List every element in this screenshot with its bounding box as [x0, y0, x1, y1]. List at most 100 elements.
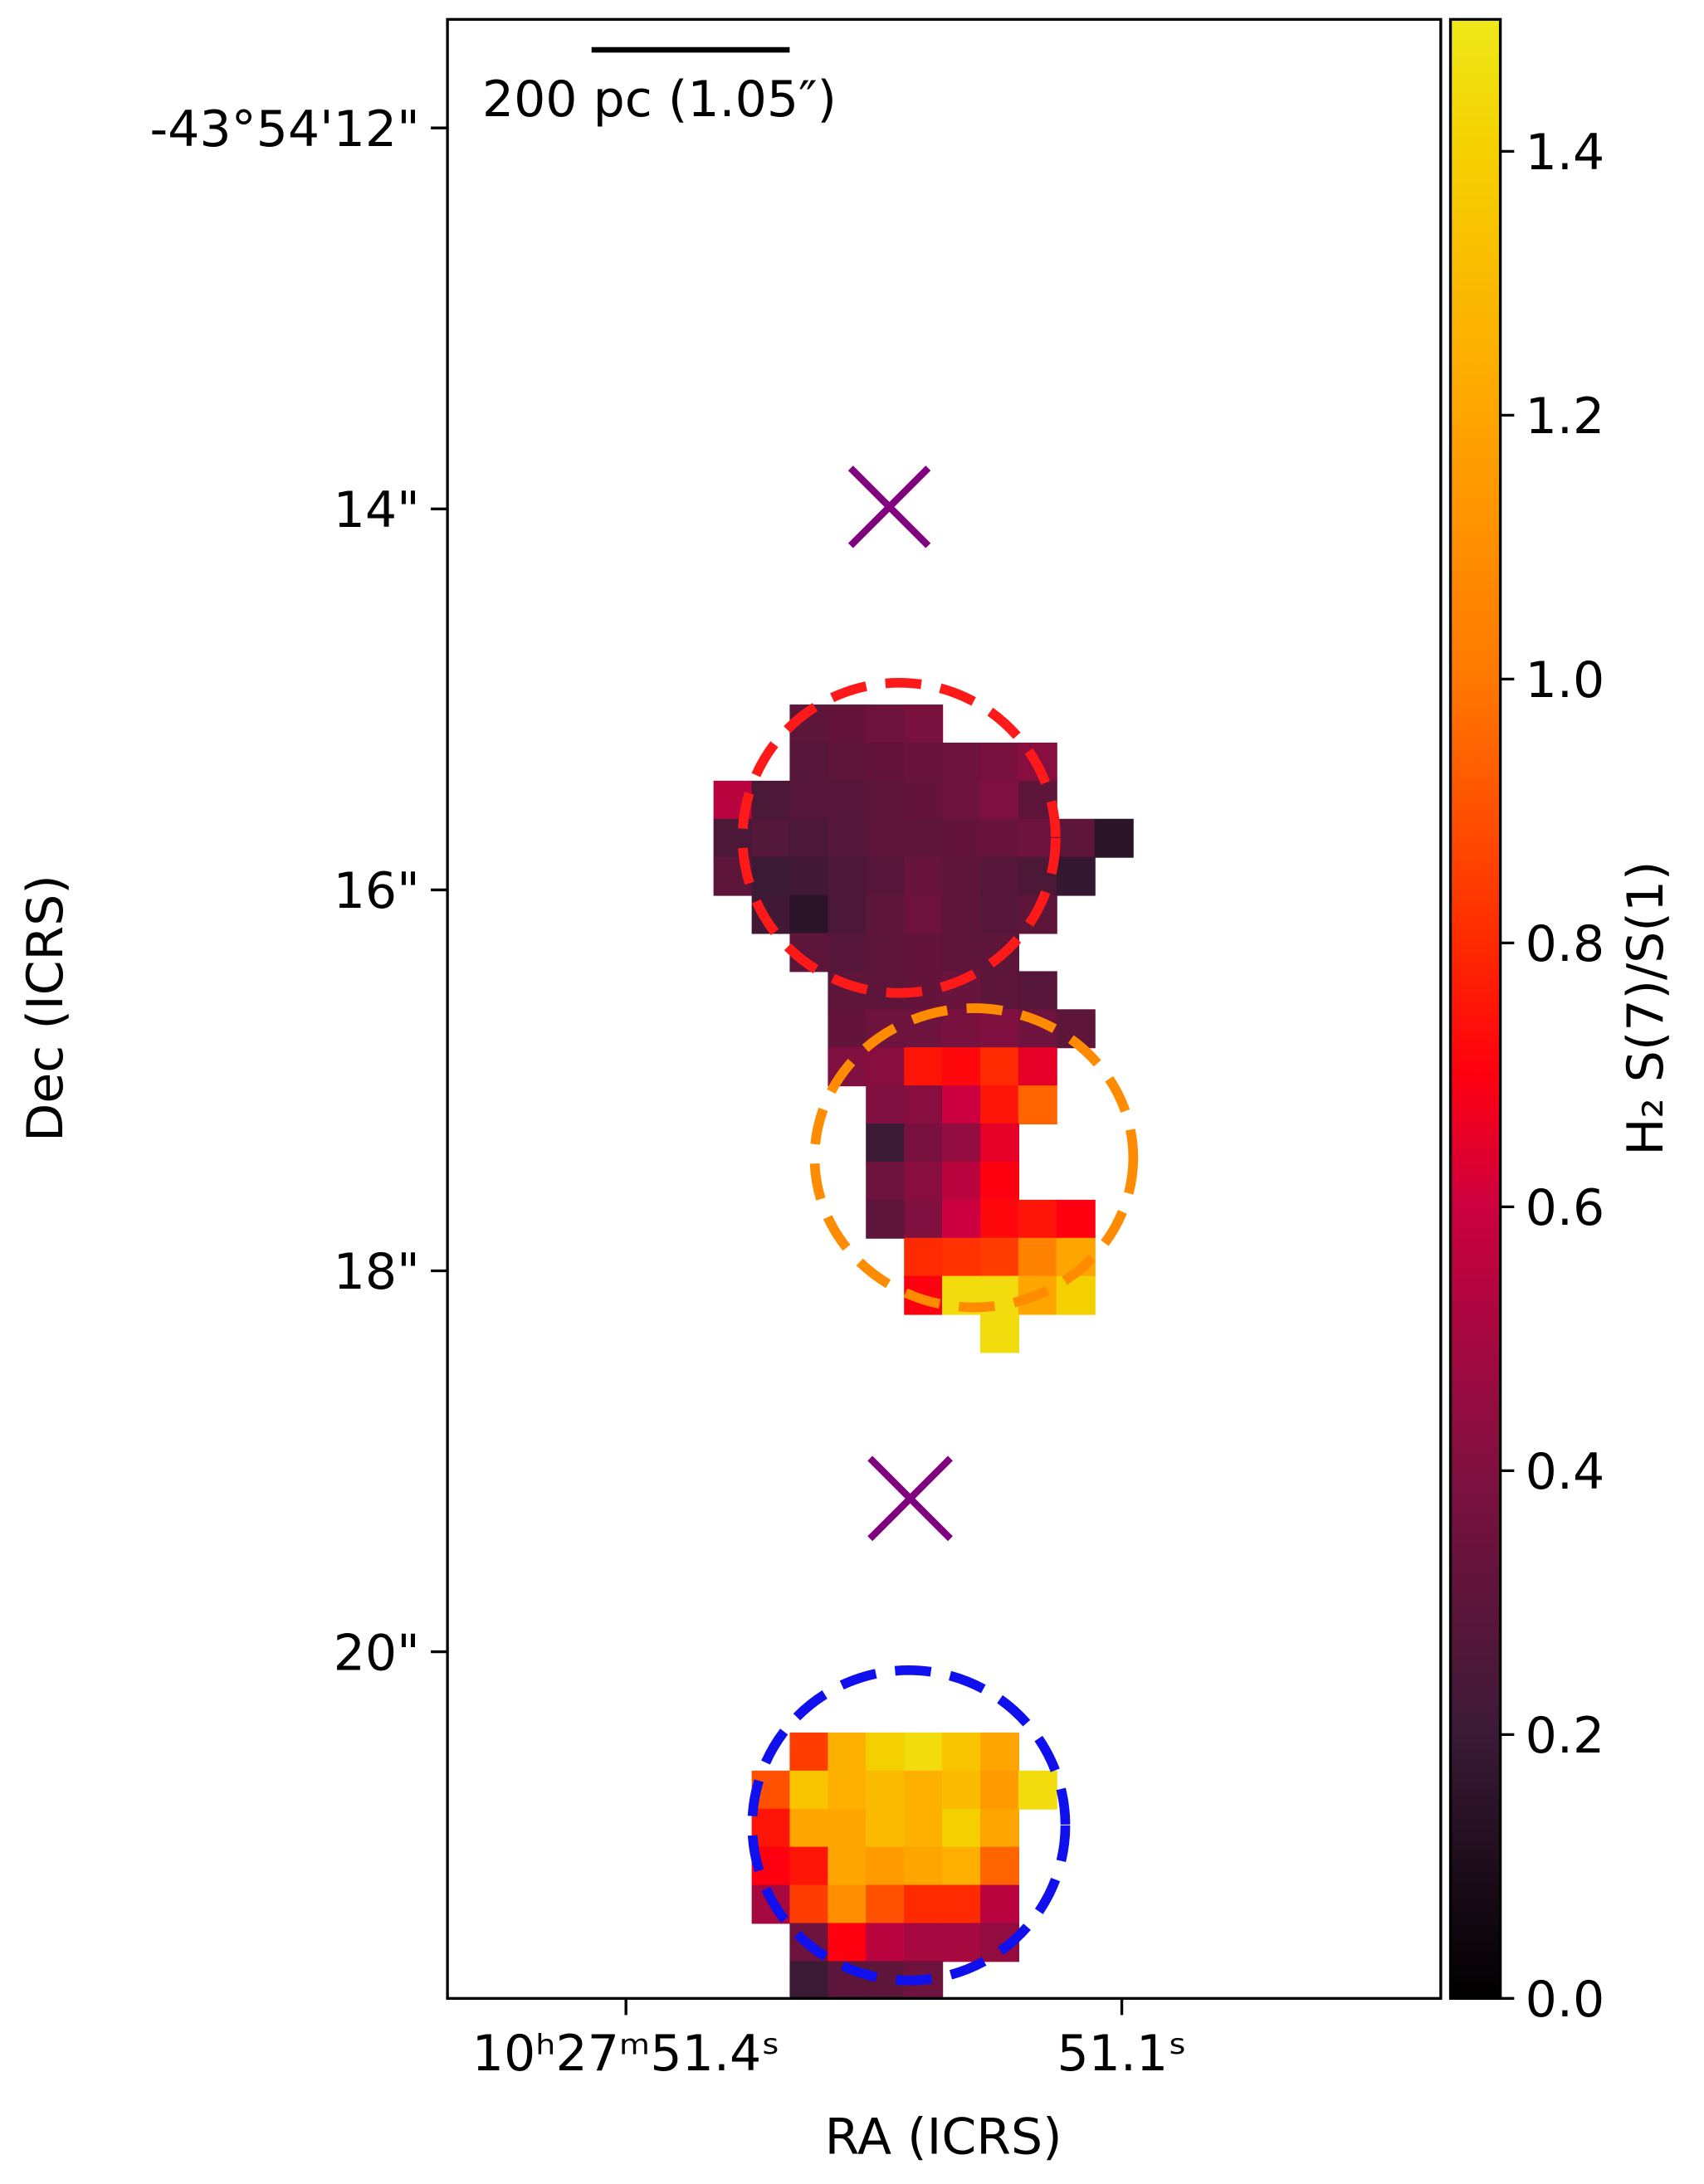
pixel [828, 742, 867, 782]
colorbar-tick-label: 0.4 [1526, 1443, 1605, 1501]
pixel [904, 1923, 944, 1962]
pixel [1094, 818, 1134, 858]
pixel [1056, 1275, 1096, 1315]
pixel [942, 742, 982, 782]
pixel [942, 1770, 982, 1810]
pixel [980, 1732, 1020, 1772]
pixel [904, 1884, 944, 1924]
pixel [1056, 818, 1096, 858]
pixel [980, 1237, 1020, 1277]
pixel [904, 704, 944, 743]
pixel [1056, 856, 1096, 896]
pixel [789, 780, 829, 820]
pixel [789, 1846, 829, 1886]
pixel [866, 1923, 906, 1962]
pixel [828, 1884, 867, 1924]
pixel [980, 742, 1020, 782]
pixel [980, 818, 1020, 858]
colorbar-tick-label: 0.2 [1526, 1707, 1605, 1765]
pixel [980, 856, 1020, 896]
pixel [751, 1808, 791, 1848]
region-circle [737, 677, 1061, 998]
pixel [866, 1808, 906, 1848]
colorbar-tick-label: 1.2 [1526, 388, 1605, 446]
pixel [942, 933, 982, 973]
pixel [866, 1124, 906, 1163]
pixel [866, 1732, 906, 1772]
nucleus-marker [867, 1455, 953, 1542]
pixel [828, 1808, 867, 1848]
pixel [942, 1923, 982, 1962]
colorbar-label: H₂ S(7)/S(1) [1617, 860, 1675, 1155]
pixel [980, 1808, 1020, 1848]
pixel [980, 1085, 1020, 1125]
pixel [942, 1161, 982, 1201]
pixel [789, 1732, 829, 1772]
y-tick-label: 14" [334, 481, 420, 539]
pixel [942, 818, 982, 858]
pixel [1018, 1770, 1057, 1810]
pixel [942, 1199, 982, 1239]
pixel [866, 1770, 906, 1810]
pixel [904, 742, 944, 782]
x-tick-label: 10ʰ27ᵐ51.4ˢ [472, 2025, 780, 2083]
pixel [751, 818, 791, 858]
pixel [1018, 971, 1057, 1011]
pixel [828, 933, 867, 973]
pixel [942, 780, 982, 820]
pixel [751, 780, 791, 820]
pixel [942, 1846, 982, 1886]
pixel [789, 1961, 829, 1999]
pixel [866, 780, 906, 820]
pixel [866, 856, 906, 896]
x-axis-label: RA (ICRS) [825, 2108, 1062, 2166]
pixel [980, 1770, 1020, 1810]
pixel [904, 1237, 944, 1277]
pixel [828, 818, 867, 858]
pixel [1018, 1237, 1057, 1277]
pixel [980, 1161, 1020, 1201]
plot-frame [446, 17, 1443, 2001]
x-tick-label: 51.1ˢ [1057, 2025, 1186, 2083]
nucleus-marker [847, 466, 931, 548]
pixel [828, 895, 867, 934]
pixel [1018, 1047, 1057, 1087]
pixel [980, 1314, 1020, 1353]
colorbar [1448, 17, 1502, 2001]
pixel [904, 1732, 944, 1772]
pixel [789, 1884, 829, 1924]
pixel [904, 1124, 944, 1163]
pixel [904, 818, 944, 858]
pixel [828, 704, 867, 743]
pixel [904, 780, 944, 820]
region-circle [809, 1003, 1139, 1313]
pixel [828, 1923, 867, 1962]
pixel [828, 1009, 867, 1049]
pixel [904, 1085, 944, 1125]
pixel [980, 1846, 1020, 1886]
pixel [866, 704, 906, 743]
y-tick-label: 20" [334, 1624, 420, 1682]
y-tick-label: -43°54'12" [150, 100, 420, 158]
pixel [866, 1047, 906, 1087]
pixel [942, 1009, 982, 1049]
pixel [866, 895, 906, 934]
pixel [942, 895, 982, 934]
pixel [904, 1770, 944, 1810]
pixel [866, 1085, 906, 1125]
pixel [866, 1199, 906, 1239]
pixel [1018, 1085, 1057, 1125]
pixel [904, 895, 944, 934]
pixel [789, 818, 829, 858]
pixel [904, 933, 944, 973]
pixel [789, 1808, 829, 1848]
pixel [980, 1009, 1020, 1049]
pixel [942, 1884, 982, 1924]
pixel [980, 1884, 1020, 1924]
annotations [591, 46, 1139, 1986]
pixel [866, 1161, 906, 1201]
pixel [980, 1124, 1020, 1163]
pixel [866, 818, 906, 858]
